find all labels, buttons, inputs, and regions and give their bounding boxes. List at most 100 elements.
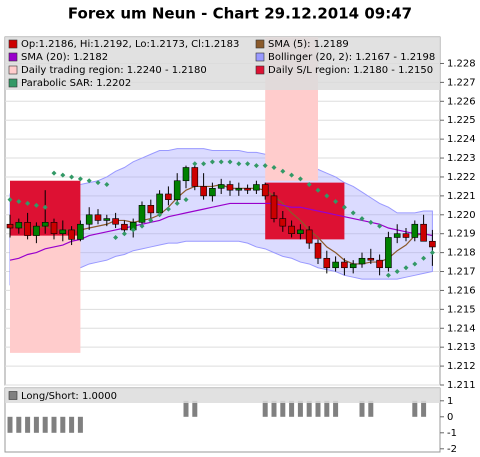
sar-point xyxy=(306,182,312,188)
candle-body xyxy=(297,229,304,234)
legend-label: Daily S/L region: 1.2180 - 1.2150 xyxy=(268,65,433,76)
sar-point xyxy=(403,265,409,271)
candle-body xyxy=(121,223,128,231)
bar xyxy=(421,400,427,417)
y-tick-label: 1.225 xyxy=(447,115,476,126)
lower-chart: 1 0 -1 -2 Long/Short: 1.0000 xyxy=(5,388,457,455)
sar-point xyxy=(7,197,13,203)
sar-point xyxy=(289,172,295,178)
candle-body xyxy=(85,214,93,225)
candle-body xyxy=(209,188,216,197)
sar-point xyxy=(33,202,39,208)
candle-body xyxy=(253,184,260,191)
candle-body xyxy=(103,218,111,221)
sar-point xyxy=(412,261,418,267)
sar-point xyxy=(236,161,242,167)
sar-point xyxy=(394,269,400,275)
y-tick-label: 1.214 xyxy=(447,323,476,334)
y-tick-label: 1.222 xyxy=(447,172,476,183)
bar xyxy=(183,400,189,417)
sar-point xyxy=(95,180,101,186)
bar xyxy=(25,416,31,433)
sar-point xyxy=(104,182,110,188)
sar-point xyxy=(77,176,83,182)
bar xyxy=(280,400,286,417)
bar xyxy=(69,416,75,433)
bar xyxy=(271,400,277,417)
bar xyxy=(60,416,66,433)
candle-body xyxy=(261,184,269,197)
bar xyxy=(42,416,48,433)
candle-body xyxy=(226,184,234,191)
candle-body xyxy=(349,263,357,269)
sar-point xyxy=(174,200,180,206)
candle-body xyxy=(200,186,207,197)
legend-label: SMA (20): 1.2182 xyxy=(21,52,108,63)
sar-point xyxy=(69,174,75,180)
y-tick-label: 1.224 xyxy=(447,134,476,145)
y-tick-label: -2 xyxy=(447,444,457,455)
candle-body xyxy=(50,222,58,234)
sar-point xyxy=(385,272,391,278)
sar-point xyxy=(324,193,330,199)
y-tick-label: 1.212 xyxy=(447,361,476,372)
candle-body xyxy=(270,195,278,219)
sar-point xyxy=(121,231,127,237)
legend-swatch xyxy=(8,39,18,49)
candle-body xyxy=(68,229,75,240)
sar-point xyxy=(297,176,303,182)
y-tick-label: 1.221 xyxy=(447,191,476,202)
y-tick-label: -1 xyxy=(447,428,457,439)
bar xyxy=(306,400,312,417)
legend-swatch xyxy=(8,391,18,400)
sar-point xyxy=(86,178,92,184)
candle-body xyxy=(59,229,67,234)
sar-point xyxy=(280,168,286,174)
y-tick-label: 1.228 xyxy=(447,58,476,69)
sar-point xyxy=(245,161,251,167)
candle-body xyxy=(376,259,383,269)
legend-label: SMA (5): 1.2189 xyxy=(268,39,349,50)
legend-label: Parabolic SAR: 1.2202 xyxy=(21,78,131,89)
sar-point xyxy=(218,159,224,165)
sar-point xyxy=(350,210,356,216)
candle-body xyxy=(217,184,225,189)
sar-point xyxy=(51,170,57,176)
candle-body xyxy=(358,257,366,265)
candle-body xyxy=(411,223,419,238)
sar-point xyxy=(148,217,154,223)
bar xyxy=(368,400,374,417)
sar-point xyxy=(271,165,277,170)
candle-body xyxy=(393,233,401,238)
bar xyxy=(51,416,57,433)
y-tick-label: 1.223 xyxy=(447,153,476,164)
sar-point xyxy=(262,163,268,169)
y-axis: 1.211 1.212 1.213 1.214 1.215 1.216 1.217 1.218… xyxy=(440,58,476,391)
legend-swatch xyxy=(8,52,18,62)
candle-body xyxy=(420,223,427,242)
y-tick-label: 1.215 xyxy=(447,304,476,315)
sar-point xyxy=(368,219,374,225)
candle-body xyxy=(165,193,172,200)
candle-body xyxy=(314,242,322,259)
candle-body xyxy=(112,218,119,225)
candle-body xyxy=(332,261,339,269)
y-tick-label: 1.213 xyxy=(447,342,476,353)
sar-point xyxy=(165,206,171,212)
candle-body xyxy=(402,233,410,238)
sar-point xyxy=(42,204,48,210)
candle-body xyxy=(279,218,287,227)
sar-point xyxy=(201,161,207,167)
sar-point xyxy=(253,163,259,169)
candle-body xyxy=(244,188,251,191)
plot-area xyxy=(6,37,436,353)
bar xyxy=(192,400,198,417)
legend-label: Long/Short: 1.0000 xyxy=(21,391,117,402)
y-tick-label: 1.219 xyxy=(447,229,476,240)
candle-body xyxy=(138,205,146,223)
legend-swatch xyxy=(255,65,265,75)
sar-point xyxy=(16,199,22,205)
legend: Op:1.2186, Hi:1.2192, Lo:1.2173, Cl:1.21… xyxy=(5,37,440,90)
